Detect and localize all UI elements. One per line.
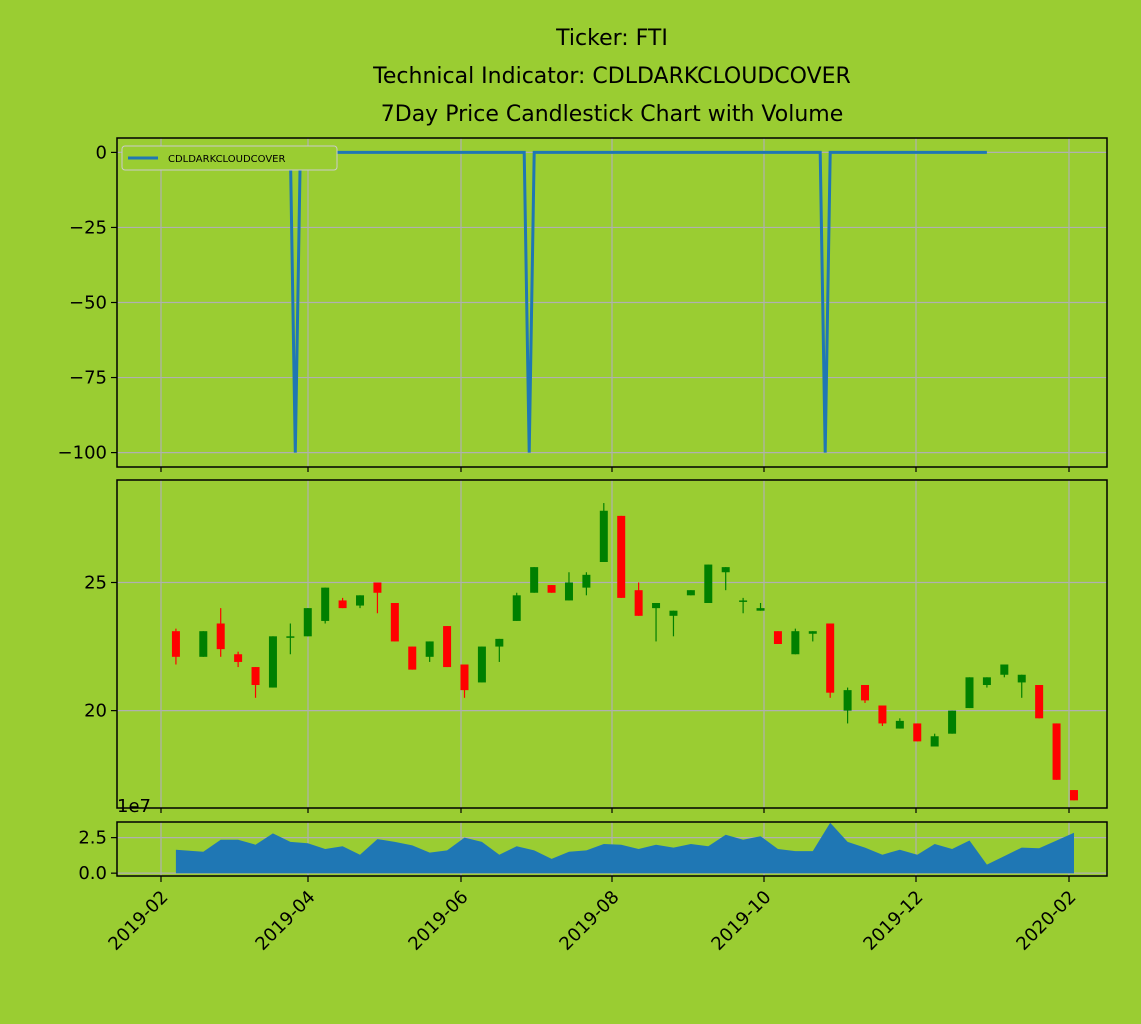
candle-body [1017, 674, 1026, 683]
candle-body [356, 595, 365, 606]
candle-body [669, 610, 678, 616]
candle-body [634, 590, 643, 616]
chart-title-line-2: Technical Indicator: CDLDARKCLOUDCOVER [372, 64, 851, 89]
candle-body [530, 567, 539, 593]
indicator-panel: 0 −25 −50 −75 −100 CDLDARKCLOUDCOVER [58, 137, 1108, 468]
candle-body [512, 595, 521, 621]
candle-body [425, 641, 434, 657]
candle-body [948, 710, 957, 734]
price-grid [117, 480, 1107, 808]
candle-body [617, 515, 626, 598]
candle-body [652, 603, 661, 609]
indicator-series [168, 150, 987, 453]
candle-body [1069, 790, 1078, 801]
candle-body [739, 600, 748, 602]
candle-body [251, 667, 260, 685]
candle-body [477, 646, 486, 683]
indicator-yticks: 0 −25 −50 −75 −100 [58, 142, 117, 464]
candle-body [408, 646, 417, 670]
y-tick-label: 25 [84, 573, 107, 594]
candle-body [338, 600, 347, 609]
candle-body [564, 582, 573, 601]
candle-body [216, 623, 225, 650]
candle-body [826, 623, 835, 693]
candle-body [965, 677, 974, 709]
candle-body [791, 631, 800, 655]
candle-body [199, 631, 208, 657]
candle-body [895, 720, 904, 729]
legend-box [121, 145, 338, 171]
candle-body [234, 654, 243, 662]
candle-body [171, 631, 180, 657]
chart-title-line-3: 7Day Price Candlestick Chart with Volume [381, 102, 843, 127]
candle-body [982, 677, 991, 685]
y-tick-label: −100 [58, 443, 107, 464]
candle-body [913, 723, 922, 742]
candle-body [460, 664, 469, 691]
volume-yticks: 0.0 2.5 [78, 828, 117, 884]
price-candles [171, 503, 1078, 801]
candle-body [547, 585, 556, 593]
indicator-line-series [168, 150, 987, 453]
y-tick-label: 0.0 [78, 863, 107, 884]
candle-body [599, 510, 608, 562]
volume-area-series [175, 822, 1074, 874]
candle-body [268, 636, 277, 688]
candle-body [808, 631, 817, 634]
candle-body [704, 564, 713, 603]
y-tick-label: −75 [69, 368, 107, 389]
candle-body [1035, 685, 1044, 719]
legend-label: CDLDARKCLOUDCOVER [168, 154, 286, 165]
candle-body [1000, 664, 1009, 675]
y-tick-label: −50 [69, 293, 107, 314]
candle-body [495, 638, 504, 647]
candle-body [686, 590, 695, 596]
candle-body [286, 636, 295, 638]
y-tick-label: 20 [84, 701, 107, 722]
candle-body [756, 608, 765, 611]
candle-body [1052, 723, 1061, 780]
chart-title-line-1: Ticker: FTI [555, 26, 668, 51]
indicator-legend: CDLDARKCLOUDCOVER [121, 145, 338, 171]
candle-body [373, 582, 382, 593]
y-tick-label: 0 [96, 142, 107, 163]
candle-body [390, 603, 399, 642]
candle-body [861, 685, 870, 701]
candle-body [878, 705, 887, 724]
volume-series [175, 822, 1074, 874]
candle-body [443, 626, 452, 668]
y-tick-label: 2.5 [78, 828, 107, 849]
candle-body [321, 587, 330, 621]
candle-body [773, 631, 782, 644]
volume-offset-label: 1e7 [117, 796, 151, 817]
candle-body [303, 608, 312, 637]
candle-body [582, 574, 591, 588]
candle-body [721, 567, 730, 573]
candle-body [930, 736, 939, 747]
candle-body [843, 690, 852, 711]
y-tick-label: −25 [69, 217, 107, 238]
